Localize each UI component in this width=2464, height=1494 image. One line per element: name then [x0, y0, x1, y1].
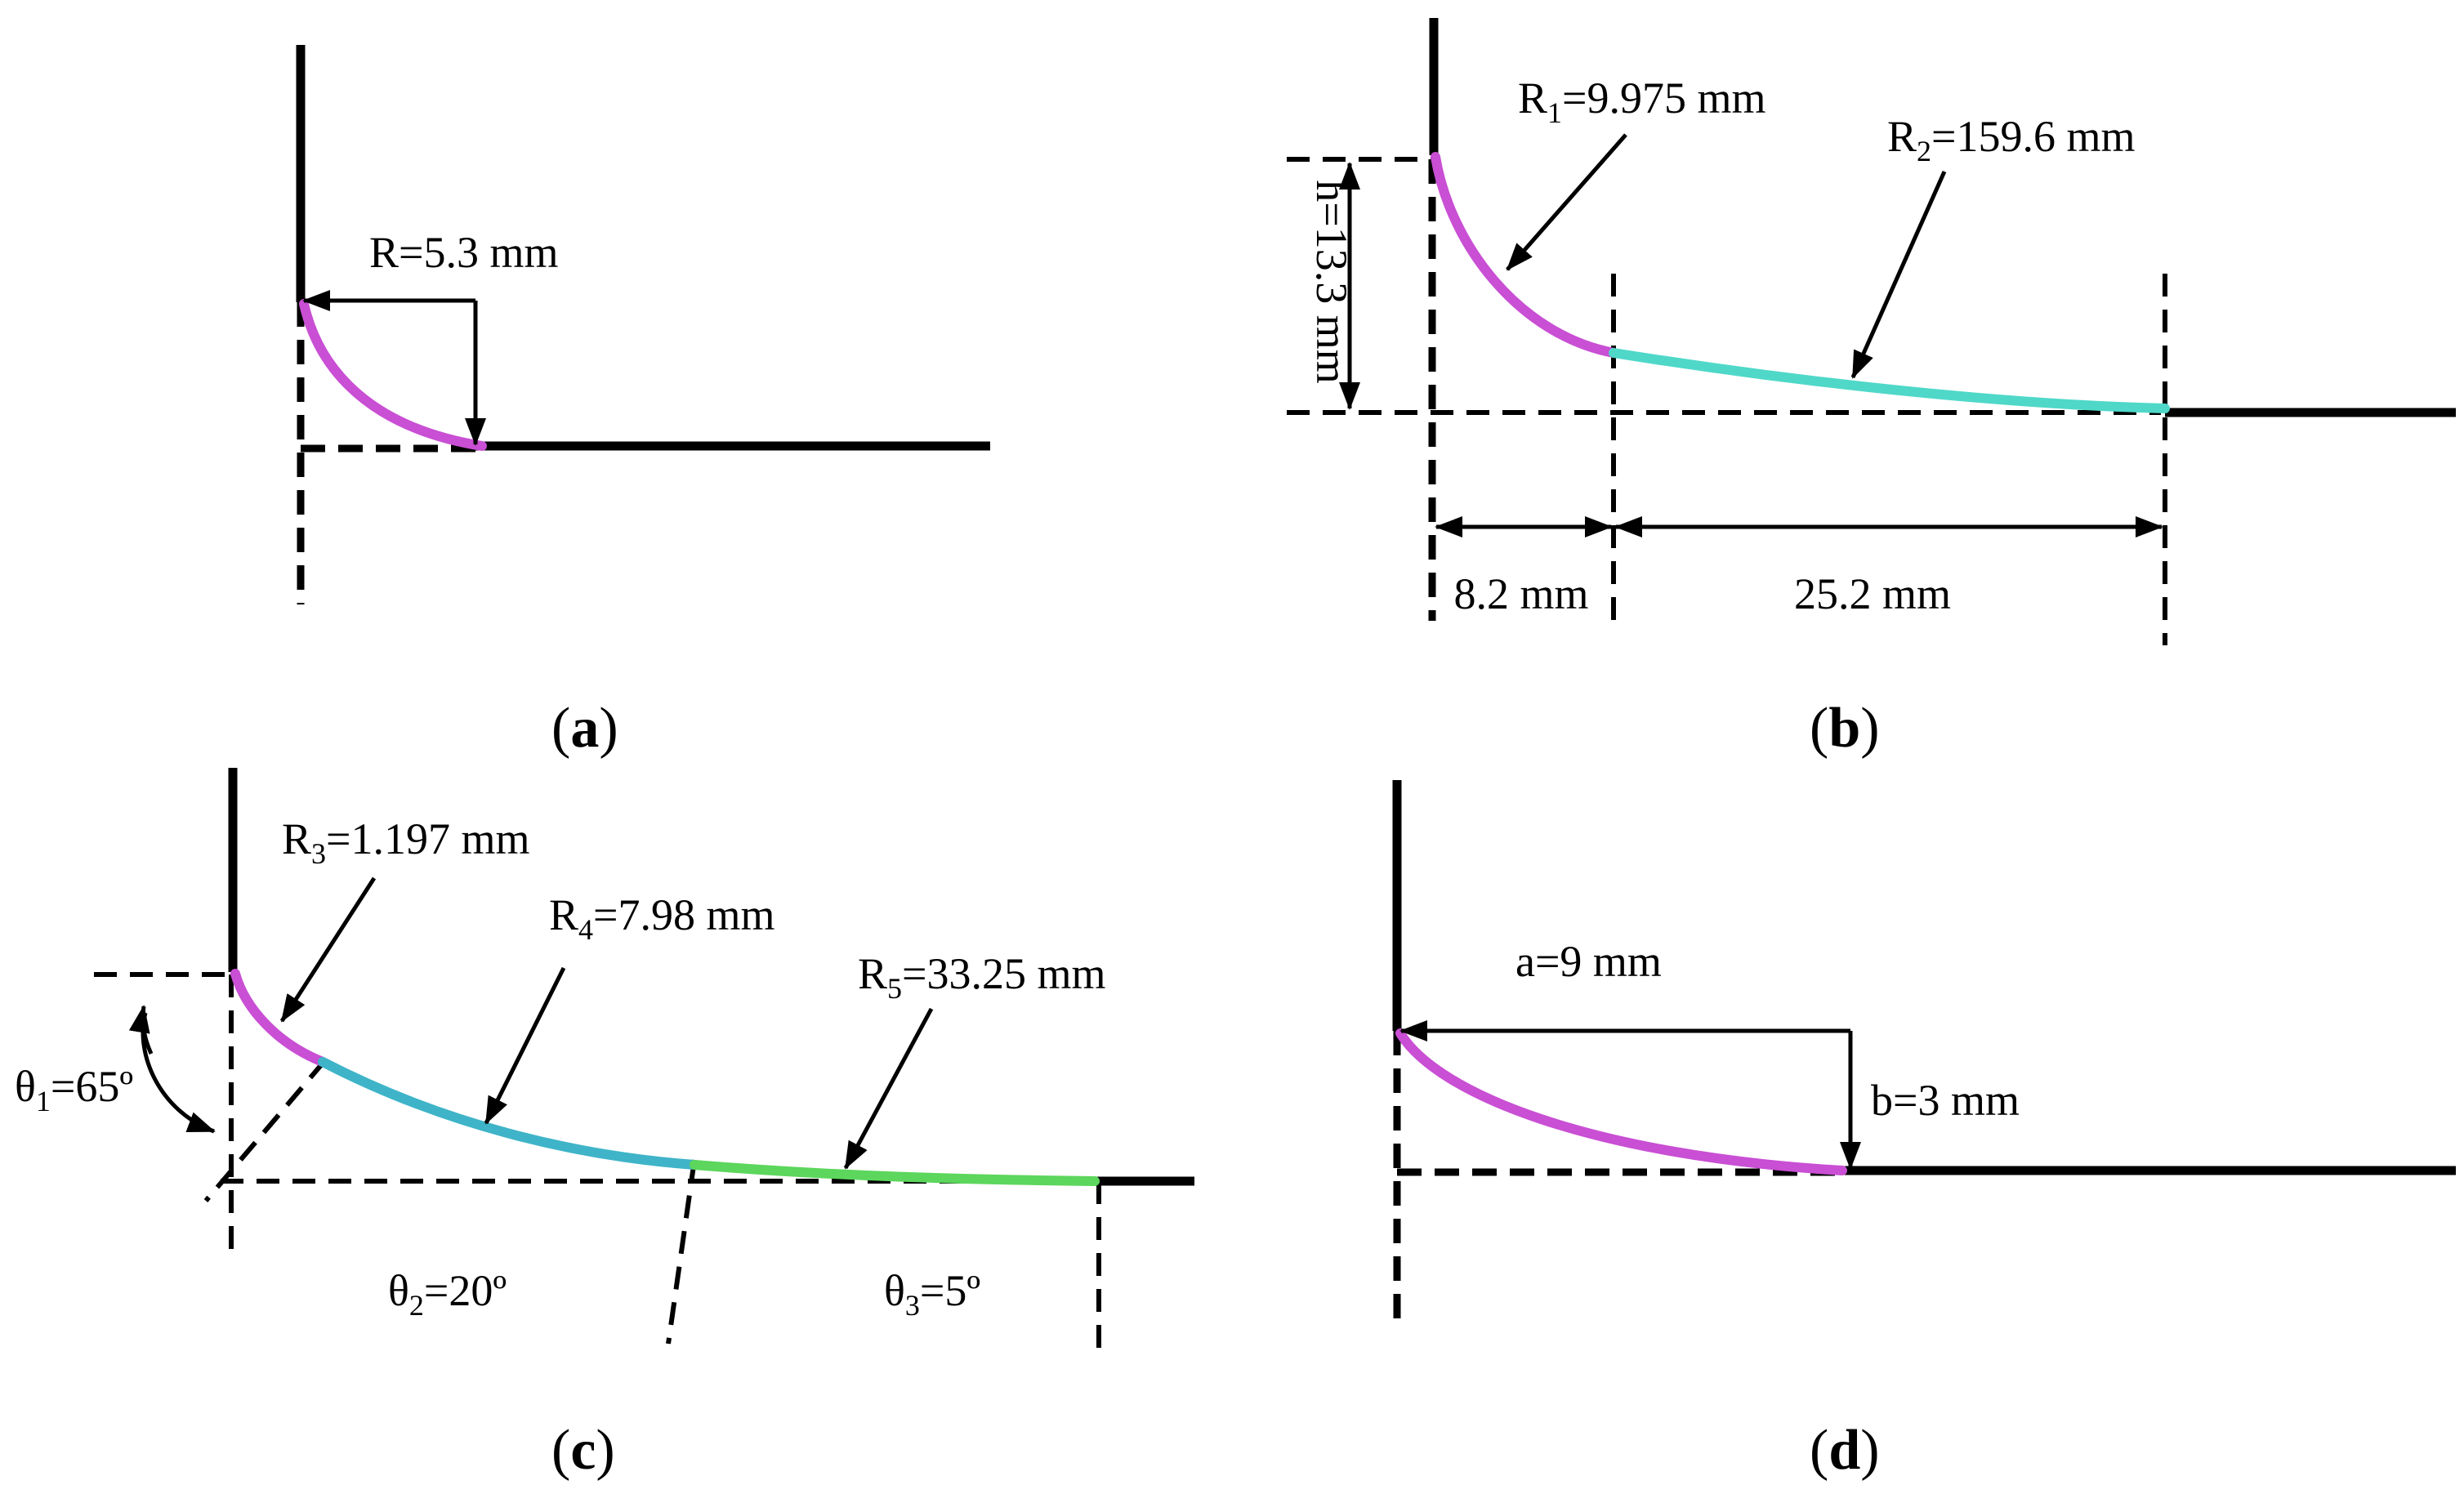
- panel-b: h=13.3 mm 8.2 mm 25.2 mm R1=9.975 mm R2=…: [1287, 18, 2456, 760]
- panel-b-height-label: h=13.3 mm: [1307, 180, 1356, 383]
- panel-c-theta2-label: θ2=20º: [388, 1266, 507, 1322]
- panel-c-r3-leader: [279, 876, 377, 1023]
- panel-a-caption: (a): [551, 697, 618, 760]
- panel-c-r3-label: R3=1.197 mm: [282, 814, 530, 870]
- panel-b-curve-r1: [1431, 152, 1618, 358]
- panel-d-b-label: b=3 mm: [1871, 1076, 2020, 1125]
- panel-c-r5-leader: [843, 1007, 934, 1170]
- panel-a: R=5.3 mm (a): [296, 45, 990, 760]
- panel-c-curve-r4: [318, 1057, 699, 1170]
- panel-c: R3=1.197 mm R4=7.98 mm R5=33.25 mm θ1=65…: [15, 768, 1194, 1482]
- panel-a-fillet-curve: [299, 299, 487, 451]
- panel-b-r2-label: R2=159.6 mm: [1887, 112, 2136, 167]
- panel-b-r1-leader: [1506, 133, 1627, 271]
- panel-c-diagonal-dashed-2: [666, 1159, 697, 1345]
- panel-d-caption: (d): [1810, 1419, 1880, 1482]
- panel-b-width1-label: 8.2 mm: [1453, 569, 1588, 618]
- panel-b-curve-r2: [1609, 348, 2170, 413]
- panel-d-a-label: a=9 mm: [1515, 937, 1662, 986]
- panel-a-radius-label: R=5.3 mm: [369, 228, 558, 277]
- panel-b-r1-label: R1=9.975 mm: [1518, 74, 1766, 129]
- panel-c-r4-leader: [484, 966, 566, 1125]
- panel-c-theta1-arc: [141, 1012, 216, 1134]
- panel-b-caption: (b): [1810, 697, 1880, 760]
- panel-d: a=9 mm b=3 mm (d): [1392, 780, 2456, 1482]
- panel-c-curve-r3: [230, 969, 328, 1067]
- panel-c-theta1-label: θ1=65º: [15, 1062, 133, 1117]
- panel-d-ellipse-curve: [1395, 1028, 1847, 1175]
- panel-c-r5-label: R5=33.25 mm: [858, 949, 1106, 1005]
- panel-b-width2-label: 25.2 mm: [1794, 569, 1951, 618]
- panel-b-r2-leader: [1850, 170, 1947, 379]
- panel-c-theta3-label: θ3=5º: [884, 1266, 980, 1322]
- panel-c-theta1-arc-top: [128, 1005, 154, 1055]
- panel-c-diagonal-dashed-1: [203, 1059, 328, 1202]
- panel-c-caption: (c): [551, 1419, 615, 1482]
- panel-c-curve-r5: [690, 1160, 1100, 1186]
- panel-c-r4-label: R4=7.98 mm: [549, 890, 775, 946]
